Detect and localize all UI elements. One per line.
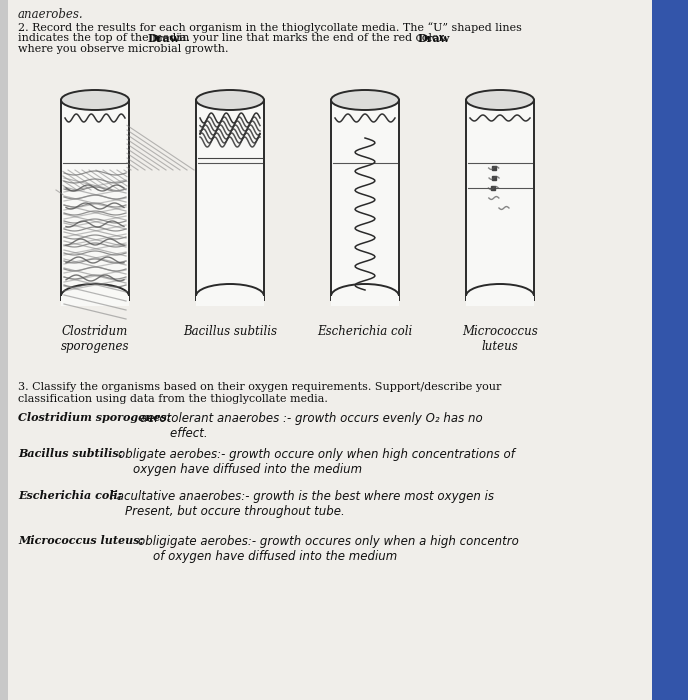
Text: Micrococcus luteus:: Micrococcus luteus: — [18, 535, 147, 546]
Text: anaerobes.: anaerobes. — [18, 8, 84, 21]
Text: indicates the top of the media.: indicates the top of the media. — [18, 33, 193, 43]
Ellipse shape — [466, 90, 534, 110]
FancyBboxPatch shape — [0, 0, 8, 700]
Ellipse shape — [331, 90, 399, 110]
Text: aerotolerant anaerobes :- growth occurs evenly O₂ has no
        effect.: aerotolerant anaerobes :- growth occurs … — [140, 412, 483, 440]
Bar — [466, 100, 534, 300]
Text: Escherichia coli: Escherichia coli — [317, 325, 413, 338]
Text: Micrococcus
luteus: Micrococcus luteus — [462, 325, 538, 353]
Bar — [466, 296, 534, 306]
FancyBboxPatch shape — [0, 0, 652, 700]
Text: Facultative anaerobes:- growth is the best where most oxygen is
    Present, but: Facultative anaerobes:- growth is the be… — [110, 490, 494, 518]
Ellipse shape — [61, 90, 129, 110]
Text: Bacillus subtilis: Bacillus subtilis — [183, 325, 277, 338]
Text: Bacillus subtilis:: Bacillus subtilis: — [18, 448, 127, 459]
Text: where you observe microbial growth.: where you observe microbial growth. — [18, 44, 228, 54]
Bar — [196, 296, 264, 306]
Text: Clostridium sporogenes:: Clostridium sporogenes: — [18, 412, 175, 423]
Bar — [331, 296, 399, 306]
Text: Draw: Draw — [148, 33, 180, 44]
Text: 2. Record the results for each organism in the thioglycollate media. The “U” sha: 2. Record the results for each organism … — [18, 22, 522, 33]
Text: Escherichia coli:: Escherichia coli: — [18, 490, 126, 501]
Bar — [196, 100, 264, 300]
FancyBboxPatch shape — [652, 0, 688, 700]
Bar — [61, 296, 129, 306]
Text: 3. Classify the organisms based on their oxygen requirements. Support/describe y: 3. Classify the organisms based on their… — [18, 382, 502, 404]
Bar — [331, 100, 399, 300]
Ellipse shape — [196, 90, 264, 110]
Text: Clostridum
sporogenes: Clostridum sporogenes — [61, 325, 129, 353]
Text: obligigate aerobes:- growth occures only when a high concentro
    of oxygen hav: obligigate aerobes:- growth occures only… — [138, 535, 519, 563]
Text: in your line that marks the end of the red color.: in your line that marks the end of the r… — [175, 33, 450, 43]
Bar — [61, 100, 129, 300]
Text: Draw: Draw — [418, 33, 451, 44]
Text: obligate aerobes:- growth occure only when high concentrations of
    oxygen hav: obligate aerobes:- growth occure only wh… — [118, 448, 515, 476]
